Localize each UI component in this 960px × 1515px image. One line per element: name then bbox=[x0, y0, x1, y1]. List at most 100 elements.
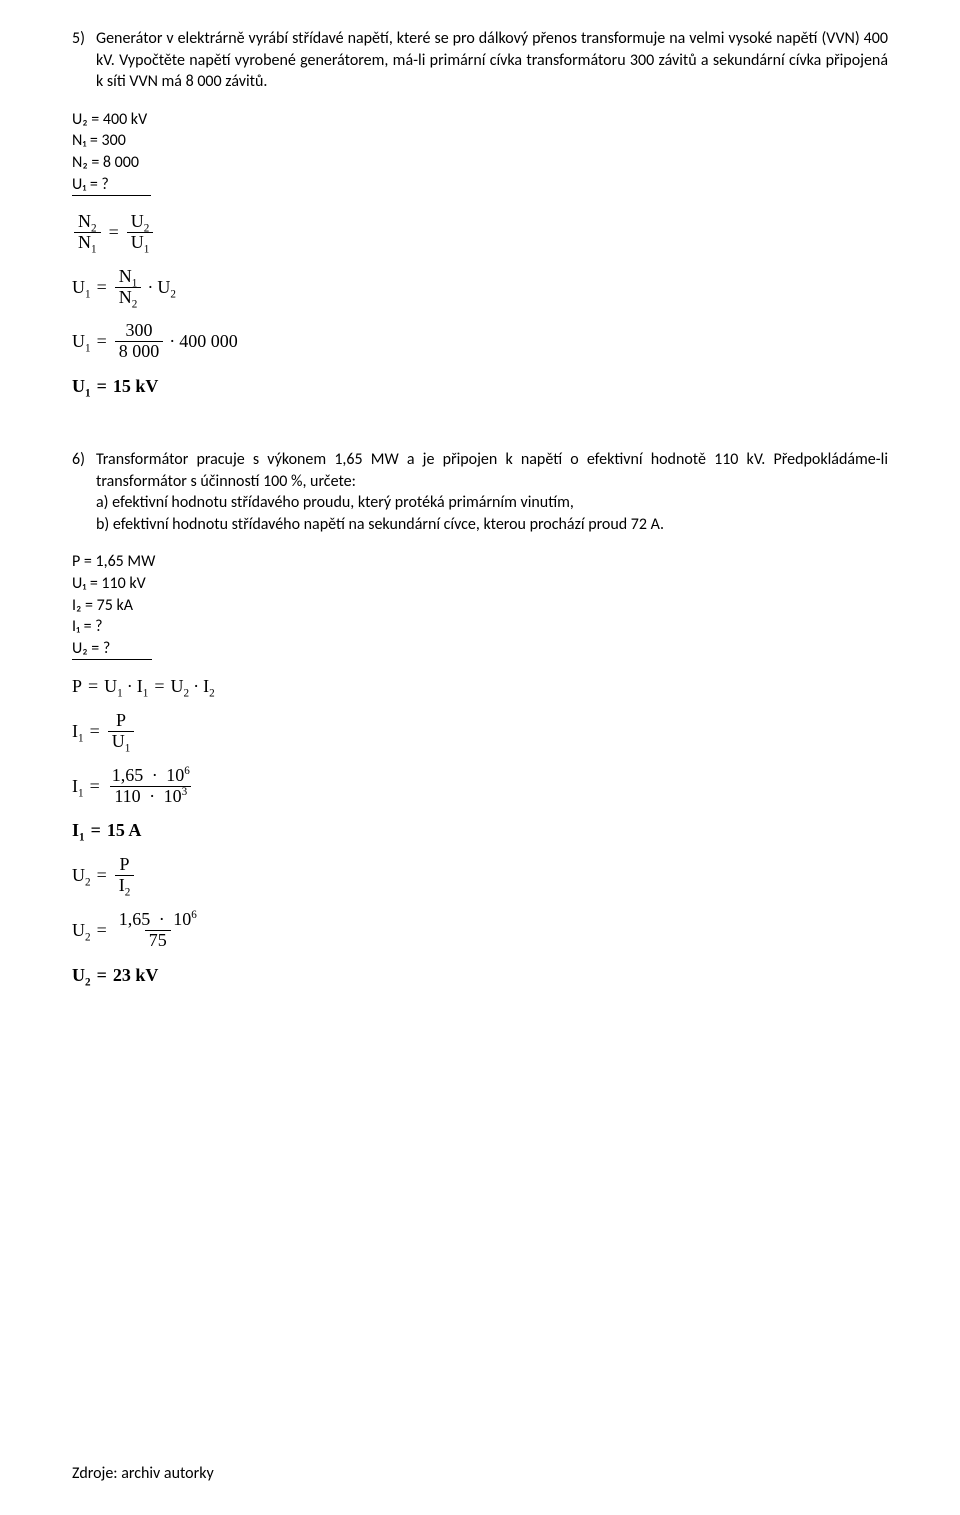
subscript: 1 bbox=[79, 832, 85, 844]
fraction-denominator: U1 bbox=[127, 232, 154, 253]
var: U2 bbox=[72, 865, 91, 886]
given-line: I₂ = 75 kA bbox=[72, 595, 888, 617]
var: U bbox=[72, 331, 85, 351]
number: 1,65 bbox=[112, 765, 144, 785]
subscript: 1 bbox=[91, 244, 97, 256]
var: I1 bbox=[137, 676, 149, 697]
var: U bbox=[72, 865, 85, 885]
equation-row: U2 = P I2 bbox=[72, 855, 888, 896]
var: U bbox=[72, 920, 85, 940]
subscript: 2 bbox=[85, 976, 91, 988]
fraction-numerator: P bbox=[116, 855, 134, 875]
number: 10 bbox=[164, 786, 182, 806]
fraction-numerator: 1,65 · 106 bbox=[108, 766, 194, 786]
multiply-dot: · bbox=[147, 277, 153, 298]
problem-5: 5) Generátor v elektrárně vyrábí střídav… bbox=[72, 28, 888, 93]
var: I bbox=[72, 820, 79, 840]
problem-6-givens: P = 1,65 MW U₁ = 110 kV I₂ = 75 kA I₁ = … bbox=[72, 551, 888, 660]
fraction: N1 N2 bbox=[115, 267, 142, 308]
subscript: 1 bbox=[78, 787, 84, 799]
var: I1 bbox=[72, 776, 84, 797]
equals-sign: = bbox=[90, 721, 100, 742]
subscript: 2 bbox=[85, 931, 91, 943]
var: I2 bbox=[203, 676, 215, 697]
fraction: 1,65 · 106 75 bbox=[115, 910, 201, 951]
fraction-numerator: N1 bbox=[115, 267, 142, 287]
var: U1 bbox=[72, 376, 91, 397]
fraction: N2 N1 bbox=[74, 212, 101, 253]
given-line: U₂ = 400 kV bbox=[72, 109, 888, 131]
var: U1 bbox=[104, 676, 123, 697]
fraction-denominator: U1 bbox=[108, 731, 135, 752]
fraction: 300 8 000 bbox=[115, 321, 164, 362]
given-line-underlined: U₂ = ? bbox=[72, 638, 152, 661]
superscript: 6 bbox=[184, 765, 190, 777]
var: P bbox=[72, 676, 82, 697]
subscript: 2 bbox=[85, 877, 91, 889]
var: U bbox=[72, 965, 85, 985]
var: U bbox=[157, 277, 170, 297]
equals-sign: = bbox=[97, 965, 107, 986]
equation-row: P = U1 · I1 = U2 · I2 bbox=[72, 676, 888, 697]
fraction-numerator: N2 bbox=[74, 212, 101, 232]
problem-6-text: Transformátor pracuje s výkonem 1,65 MW … bbox=[96, 449, 888, 535]
fraction: P U1 bbox=[108, 711, 135, 752]
multiply-dot: · bbox=[193, 676, 199, 697]
problem-6-a: a) efektivní hodnotu střídavého proudu, … bbox=[96, 493, 574, 512]
fraction-denominator: N1 bbox=[74, 232, 101, 253]
fraction-numerator: P bbox=[112, 711, 130, 731]
equation-row: U1 = N1 N2 · U2 bbox=[72, 267, 888, 308]
fraction-denominator: 8 000 bbox=[115, 341, 164, 362]
fraction: U2 U1 bbox=[127, 212, 154, 253]
spacer bbox=[72, 411, 888, 449]
var: U bbox=[131, 232, 144, 252]
subscript: 2 bbox=[125, 887, 131, 899]
problem-6-main: Transformátor pracuje s výkonem 1,65 MW … bbox=[96, 450, 888, 491]
multiply-dot: · bbox=[152, 765, 158, 785]
fraction-denominator: N2 bbox=[115, 287, 142, 308]
equation-row: N2 N1 = U2 U1 bbox=[72, 212, 888, 253]
equation-result: U2 = 23 kV bbox=[72, 965, 888, 986]
fraction: P I2 bbox=[115, 855, 135, 896]
var: U bbox=[112, 731, 125, 751]
equation-row: I1 = P U1 bbox=[72, 711, 888, 752]
var: U bbox=[131, 211, 144, 231]
number: 10 bbox=[166, 765, 184, 785]
given-line: U₁ = 110 kV bbox=[72, 573, 888, 595]
var: N bbox=[78, 211, 91, 231]
result-value: 15 A bbox=[107, 820, 142, 841]
given-line: N₂ = 8 000 bbox=[72, 152, 888, 174]
given-line-underlined: U₁ = ? bbox=[72, 174, 151, 197]
subscript: 2 bbox=[132, 298, 138, 310]
problem-5-text: Generátor v elektrárně vyrábí střídavé n… bbox=[96, 28, 888, 93]
multiply-dot: · bbox=[127, 676, 133, 697]
fraction-denominator: I2 bbox=[115, 875, 135, 896]
subscript: 1 bbox=[85, 388, 91, 400]
var: U bbox=[170, 676, 183, 696]
var: U bbox=[104, 676, 117, 696]
fraction-numerator: 1,65 · 106 bbox=[115, 910, 201, 930]
given-line: N₁ = 300 bbox=[72, 130, 888, 152]
fraction-denominator: 75 bbox=[145, 930, 171, 951]
multiply-dot: · bbox=[159, 909, 165, 929]
fraction: 1,65 · 106 110 · 103 bbox=[108, 766, 194, 807]
superscript: 3 bbox=[182, 786, 188, 798]
number: 400 000 bbox=[179, 331, 238, 352]
footer-sources: Zdroje: archiv autorky bbox=[72, 1464, 214, 1483]
equation-row: I1 = 1,65 · 106 110 · 103 bbox=[72, 766, 888, 807]
var: U1 bbox=[72, 277, 91, 298]
var: I1 bbox=[72, 721, 84, 742]
given-line: U₁ = ? bbox=[72, 174, 888, 197]
var: N bbox=[119, 287, 132, 307]
subscript: 1 bbox=[125, 743, 131, 755]
given-line: P = 1,65 MW bbox=[72, 551, 888, 573]
subscript: 2 bbox=[170, 288, 176, 300]
var: U1 bbox=[72, 331, 91, 352]
problem-6-equations: P = U1 · I1 = U2 · I2 I1 = P U1 I1 = bbox=[72, 676, 888, 985]
var: N bbox=[119, 266, 132, 286]
equals-sign: = bbox=[97, 920, 107, 941]
subscript: 1 bbox=[143, 688, 149, 700]
var: U2 bbox=[72, 965, 91, 986]
var: U bbox=[72, 277, 85, 297]
equals-sign: = bbox=[97, 865, 107, 886]
